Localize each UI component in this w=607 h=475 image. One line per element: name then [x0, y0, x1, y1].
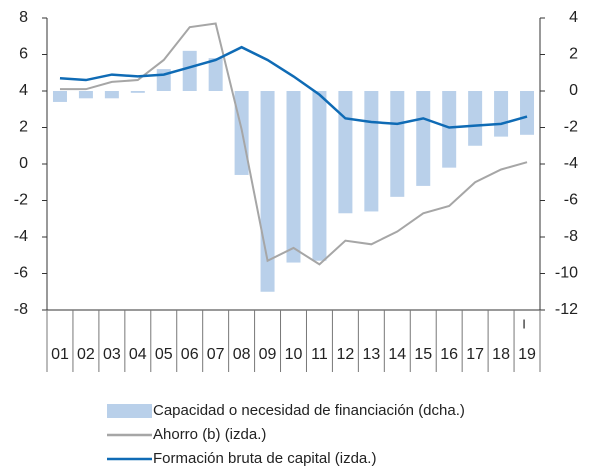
legend-label: Ahorro (b) (izda.)	[153, 426, 266, 443]
y-tick-label: 8	[19, 9, 28, 26]
legend-swatch	[107, 404, 152, 418]
y-tick-label: -4	[14, 228, 28, 245]
y2-tick-label: -12	[555, 301, 578, 318]
x-tick-label: 13	[362, 346, 380, 363]
x-tick-label: 12	[336, 346, 354, 363]
x-tick-label: 02	[77, 346, 95, 363]
bar	[390, 91, 405, 197]
bar	[338, 91, 353, 214]
bar	[494, 91, 509, 137]
y2-tick-label: -4	[564, 155, 578, 172]
bar	[78, 91, 93, 99]
x-tick-label: 15	[414, 346, 432, 363]
x-tick-label: 18	[492, 346, 510, 363]
x-tick-label: 06	[181, 346, 199, 363]
x-tick-label: 09	[259, 346, 277, 363]
bar	[364, 91, 379, 212]
x-tick-label: 17	[466, 346, 484, 363]
bar	[286, 91, 301, 263]
x-tick-label: 07	[207, 346, 225, 363]
x-tick-label: 19	[518, 346, 536, 363]
x-tick-label: 14	[388, 346, 406, 363]
y-tick-label: 2	[19, 119, 28, 136]
legend-label: Formación bruta de capital (izda.)	[153, 450, 376, 467]
x-tick-label: 11	[311, 346, 328, 363]
y-tick-label: 0	[19, 155, 28, 172]
bar	[208, 58, 223, 91]
y2-tick-label: -6	[564, 192, 578, 209]
y-tick-label: 4	[19, 82, 28, 99]
x-tick-label: 16	[440, 346, 458, 363]
line	[59, 22, 528, 266]
bar	[182, 50, 197, 91]
bar	[416, 91, 431, 186]
annotation: I	[522, 316, 526, 331]
bar	[52, 91, 67, 102]
x-tick-label: 01	[51, 346, 69, 363]
x-tick-label: 05	[155, 346, 173, 363]
bar	[520, 91, 535, 135]
y-tick-label: 6	[19, 46, 28, 63]
y2-tick-label: -8	[564, 228, 578, 245]
x-tick-label: 10	[285, 346, 303, 363]
y-tick-label: -8	[14, 301, 28, 318]
bar	[312, 91, 327, 261]
y-tick-label: -2	[14, 192, 28, 209]
bar	[104, 91, 119, 99]
y-tick-label: -6	[14, 265, 28, 282]
bar	[468, 91, 483, 146]
x-tick-label: 03	[103, 346, 121, 363]
legend-label: Capacidad o necesidad de financiación (d…	[153, 402, 465, 419]
line	[59, 45, 528, 129]
bar	[442, 91, 457, 168]
x-tick-label: 04	[129, 346, 147, 363]
y2-tick-label: -10	[555, 265, 578, 282]
y2-tick-label: 2	[569, 46, 578, 63]
y2-tick-label: -2	[564, 119, 578, 136]
y2-tick-label: 0	[569, 82, 578, 99]
x-tick-label: 08	[233, 346, 251, 363]
bar	[130, 91, 145, 93]
y2-tick-label: 4	[569, 9, 578, 26]
